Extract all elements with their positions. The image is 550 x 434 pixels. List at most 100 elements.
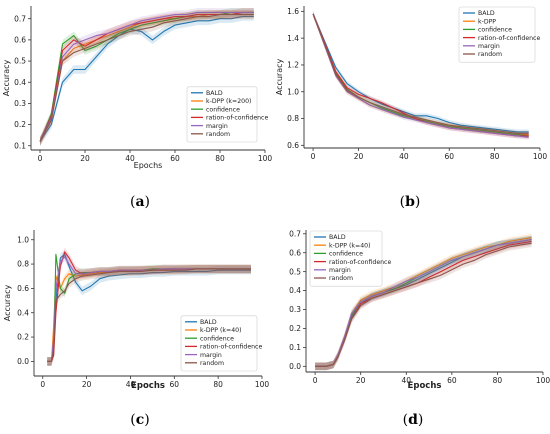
legend-box — [458, 6, 536, 63]
panel-caption: (d) — [403, 412, 424, 428]
x-tick-label: 0 — [38, 154, 43, 163]
x-tick-label: 100 — [255, 380, 270, 389]
y-tick-label: 0.2 — [14, 120, 26, 129]
caption-letter: c — [136, 412, 145, 428]
y-tick-label: 0.5 — [289, 267, 301, 276]
y-tick-label: 1.2 — [287, 61, 299, 70]
series-band-BALD — [40, 12, 254, 146]
legend-entry-margin: margin — [200, 352, 222, 359]
panel-caption: (c) — [130, 412, 149, 428]
caption-open: ( — [403, 412, 408, 428]
y-tick-label: 0.7 — [14, 14, 26, 23]
legend-entry-margin: margin — [206, 123, 228, 130]
y-tick-label: 1.6 — [287, 7, 299, 16]
y-tick-label: 0.7 — [289, 229, 301, 238]
x-tick-label: 60 — [170, 154, 180, 163]
chart-panel-d: 0 20 40 60 80 100 0.0 0.1 0.2 0.3 0.4 0.5 0.6 0.7 Epoc… — [289, 229, 550, 428]
x-tick-label: 60 — [447, 376, 457, 385]
series-line-random — [312, 13, 529, 134]
legend-entry-k-DPP: k-DPP (k=40) — [200, 327, 241, 334]
legend-entry-ration-of-confidence: ration-of-confidence — [200, 344, 262, 351]
series-line-random — [39, 13, 254, 142]
legend-entry-BALD: BALD — [478, 10, 495, 17]
caption-letter: b — [405, 194, 415, 210]
legend-entry-random: random — [200, 360, 224, 367]
x-tick-label: 40 — [125, 154, 135, 163]
y-axis-label: Accuracy — [3, 284, 12, 321]
caption-close: ) — [415, 194, 420, 210]
y-tick-label: 1.0 — [17, 235, 29, 244]
x-tick-label: 0 — [313, 376, 318, 385]
x-tick-label: 0 — [40, 380, 45, 389]
legend-entry-ration-of-confidence: ration-of-confidence — [329, 259, 391, 266]
y-tick-label: 0.8 — [17, 260, 29, 269]
x-tick-label: 60 — [170, 380, 180, 389]
caption-letter: d — [408, 412, 418, 428]
panel-caption: (b) — [400, 194, 421, 210]
x-tick-label: 20 — [80, 154, 90, 163]
y-tick-label: 0.6 — [17, 284, 29, 293]
legend-entry-ration-of-confidence: ration-of-confidence — [478, 35, 540, 42]
legend-entry-BALD: BALD — [200, 319, 217, 326]
series-line-BALD — [39, 16, 254, 142]
y-tick-label: 0.3 — [289, 305, 301, 314]
x-axis-label: Epochs — [408, 381, 442, 391]
x-tick-label: 60 — [444, 152, 454, 161]
series-line-margin — [315, 238, 532, 367]
legend-entry-confidence: confidence — [206, 106, 240, 113]
y-axis-label: Accuracy — [275, 58, 284, 95]
x-tick-label: 40 — [399, 152, 409, 161]
legend-entry-k-DPP: k-DPP (k=40) — [329, 242, 370, 249]
series-line-margin — [312, 13, 529, 138]
legend-entry-margin: margin — [478, 43, 500, 50]
legend-entry-BALD: BALD — [329, 234, 346, 241]
series-line-confidence — [312, 13, 529, 137]
y-tick-label: 0.0 — [17, 357, 29, 366]
x-tick-label: 80 — [215, 154, 225, 163]
legend-entry-random: random — [206, 131, 230, 138]
legend-box — [186, 86, 258, 143]
y-axis-label: Accuracy — [2, 59, 11, 96]
x-tick-label: 100 — [258, 154, 273, 163]
legend-entry-k-DPP: k-DPP — [478, 18, 496, 25]
x-axis-label: Epochs — [134, 161, 163, 170]
y-tick-label: 1.0 — [287, 87, 299, 96]
x-tick-label: 20 — [354, 152, 364, 161]
panel-caption: (a) — [130, 194, 150, 210]
y-tick-label: 0.2 — [289, 324, 301, 333]
y-tick-label: 0.4 — [17, 308, 29, 317]
legend-entry-ration-of-confidence: ration-of-confidence — [206, 115, 268, 122]
legend-entry-random: random — [478, 51, 502, 58]
series-band-ration-of-confidence — [47, 247, 252, 366]
y-tick-label: 0.8 — [287, 114, 299, 123]
chart-panel-b: 0 20 40 60 80 100 0.6 0.8 1.0 1.2 1.4 1.6 Accuracy BA… — [275, 6, 547, 210]
series-band-k-DPP — [40, 10, 254, 146]
legend-entry-BALD: BALD — [206, 90, 223, 97]
series-band-k-DPP — [313, 11, 529, 138]
x-tick-label: 80 — [490, 152, 500, 161]
y-tick-label: 0.6 — [289, 248, 301, 257]
y-tick-label: 0.0 — [289, 362, 301, 371]
series-band-random — [315, 239, 532, 371]
x-tick-label: 20 — [82, 380, 92, 389]
caption-letter: a — [135, 194, 144, 210]
y-tick-label: 0.6 — [14, 35, 26, 44]
series-band-BALD — [47, 250, 252, 366]
y-tick-label: 0.4 — [289, 286, 301, 295]
legend-entry-k-DPP: k-DPP (k=200) — [206, 98, 251, 105]
x-tick-label: 80 — [493, 376, 503, 385]
caption-close: ) — [145, 194, 150, 210]
legend-entry-confidence: confidence — [200, 335, 234, 342]
caption-close: ) — [418, 412, 423, 428]
series-line-random — [315, 242, 532, 367]
x-tick-label: 80 — [213, 380, 223, 389]
x-tick-label: 20 — [356, 376, 366, 385]
legend-entry-confidence: confidence — [329, 251, 363, 258]
x-tick-label: 100 — [536, 376, 550, 385]
series-band-random — [40, 10, 254, 146]
